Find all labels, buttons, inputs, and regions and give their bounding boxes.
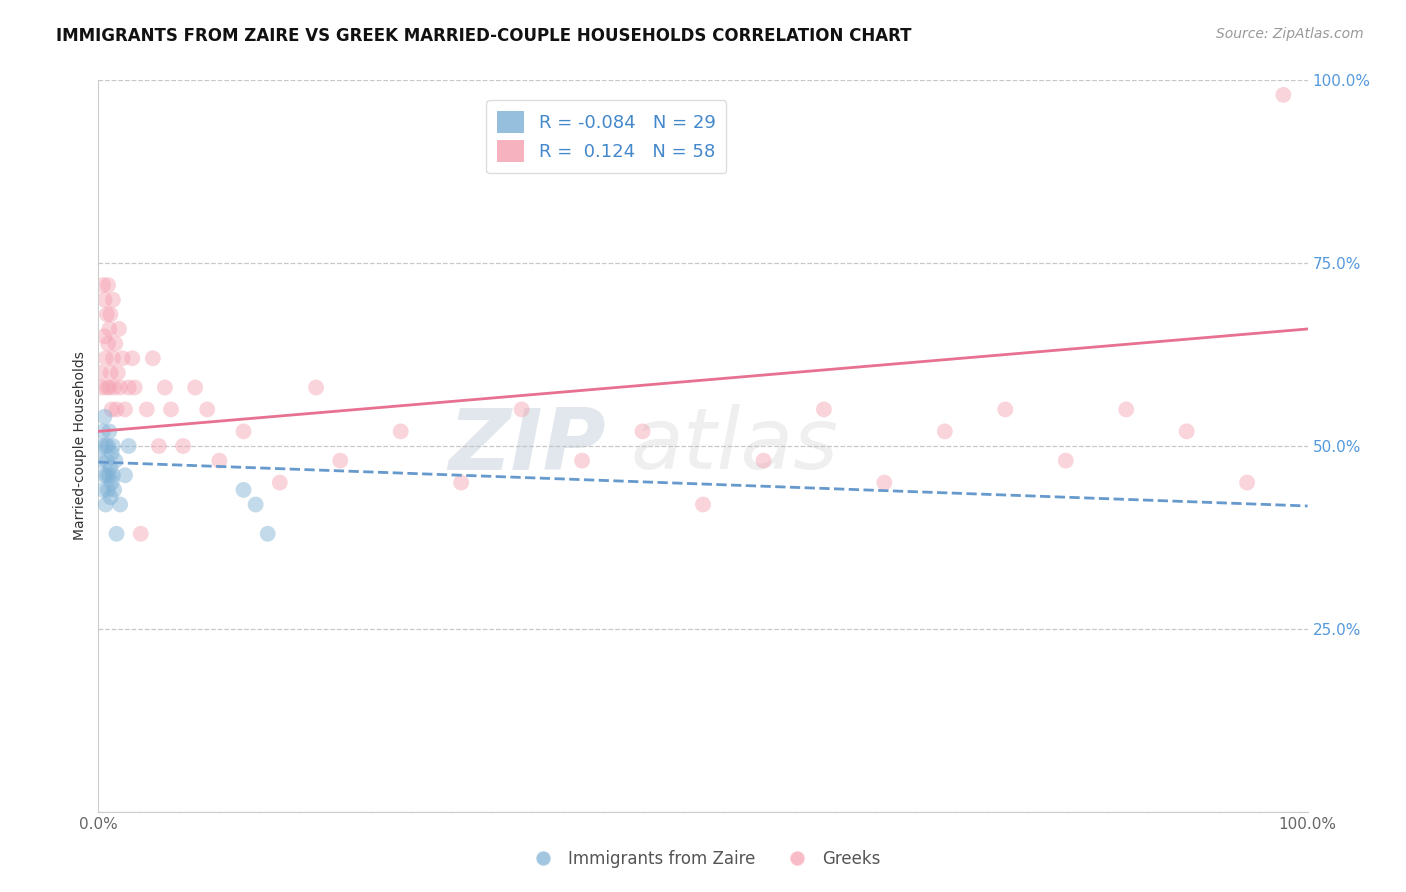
Point xyxy=(111,351,134,366)
Point xyxy=(114,468,136,483)
Point xyxy=(142,351,165,366)
Point xyxy=(94,351,117,366)
Point xyxy=(108,322,131,336)
Point xyxy=(208,453,231,467)
Point xyxy=(108,498,131,512)
Point xyxy=(195,402,218,417)
Point xyxy=(93,293,115,307)
Point xyxy=(90,366,112,380)
Point xyxy=(90,453,112,467)
Point xyxy=(105,402,128,417)
Point xyxy=(994,402,1017,417)
Legend: R = -0.084   N = 29, R =  0.124   N = 58: R = -0.084 N = 29, R = 0.124 N = 58 xyxy=(486,100,727,173)
Point xyxy=(101,293,124,307)
Point xyxy=(96,468,118,483)
Point xyxy=(118,380,141,394)
Point xyxy=(121,351,143,366)
Point xyxy=(305,380,328,394)
Point xyxy=(160,402,183,417)
Point xyxy=(873,475,896,490)
Point xyxy=(94,498,117,512)
Point xyxy=(100,490,122,504)
Point xyxy=(245,498,267,512)
Point xyxy=(105,526,128,541)
Point xyxy=(97,278,120,293)
Point xyxy=(184,380,207,394)
Point xyxy=(103,380,125,394)
Point xyxy=(1115,402,1137,417)
Point xyxy=(104,336,127,351)
Point xyxy=(1175,425,1198,439)
Text: IMMIGRANTS FROM ZAIRE VS GREEK MARRIED-COUPLE HOUSEHOLDS CORRELATION CHART: IMMIGRANTS FROM ZAIRE VS GREEK MARRIED-C… xyxy=(56,27,911,45)
Point xyxy=(98,425,121,439)
Point xyxy=(114,402,136,417)
Point xyxy=(329,453,352,467)
Point xyxy=(153,380,176,394)
Point xyxy=(93,409,115,424)
Point xyxy=(93,468,115,483)
Point xyxy=(934,425,956,439)
Text: ZIP: ZIP xyxy=(449,404,606,488)
Point xyxy=(124,380,146,394)
Point xyxy=(96,453,118,467)
Point xyxy=(1272,87,1295,102)
Text: atlas: atlas xyxy=(630,404,838,488)
Point xyxy=(107,366,129,380)
Point xyxy=(97,483,120,497)
Point xyxy=(100,446,122,460)
Y-axis label: Married-couple Households: Married-couple Households xyxy=(73,351,87,541)
Point xyxy=(91,483,114,497)
Point xyxy=(104,453,127,467)
Point xyxy=(232,425,254,439)
Point xyxy=(135,402,157,417)
Point xyxy=(813,402,835,417)
Point xyxy=(97,336,120,351)
Point xyxy=(101,439,124,453)
Point xyxy=(450,475,472,490)
Point xyxy=(389,425,412,439)
Point xyxy=(100,366,122,380)
Point xyxy=(97,439,120,453)
Point xyxy=(100,461,122,475)
Point xyxy=(94,439,117,453)
Point xyxy=(118,439,141,453)
Point xyxy=(98,380,121,394)
Point xyxy=(93,329,115,343)
Point xyxy=(96,380,118,394)
Point xyxy=(98,322,121,336)
Point xyxy=(103,483,125,497)
Point xyxy=(129,526,152,541)
Point xyxy=(108,380,131,394)
Point xyxy=(96,307,118,321)
Text: Source: ZipAtlas.com: Source: ZipAtlas.com xyxy=(1216,27,1364,41)
Point xyxy=(510,402,533,417)
Point xyxy=(1236,475,1258,490)
Point xyxy=(232,483,254,497)
Point xyxy=(148,439,170,453)
Point xyxy=(172,439,194,453)
Point xyxy=(91,278,114,293)
Point xyxy=(269,475,291,490)
Point xyxy=(752,453,775,467)
Point xyxy=(101,351,124,366)
Point xyxy=(100,402,122,417)
Point xyxy=(692,498,714,512)
Point xyxy=(1054,453,1077,467)
Point xyxy=(571,453,593,467)
Point xyxy=(91,425,114,439)
Point xyxy=(101,468,124,483)
Point xyxy=(100,475,122,490)
Point xyxy=(100,307,122,321)
Point xyxy=(91,380,114,394)
Point xyxy=(91,439,114,453)
Point xyxy=(631,425,654,439)
Point xyxy=(98,468,121,483)
Point xyxy=(256,526,278,541)
Legend: Immigrants from Zaire, Greeks: Immigrants from Zaire, Greeks xyxy=(519,844,887,875)
